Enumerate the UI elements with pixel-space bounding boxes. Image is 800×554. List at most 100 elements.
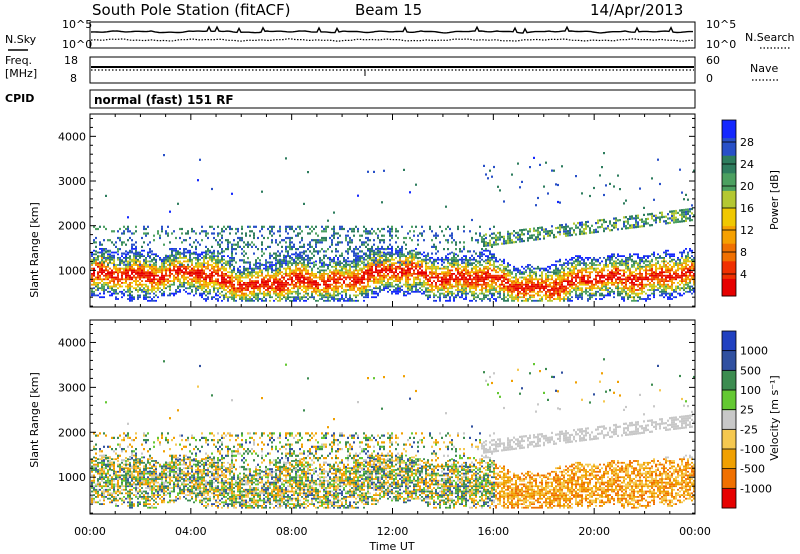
power-echo-cell — [221, 258, 223, 261]
power-echo-cell — [477, 276, 479, 279]
power-echo-cell — [269, 267, 271, 270]
power-echo-cell — [295, 234, 297, 237]
power-echo-cell — [309, 265, 311, 268]
power-echo-cell — [97, 258, 99, 261]
power-echo-cell — [459, 283, 461, 286]
power-echo-cell — [279, 287, 281, 290]
power-echo-cell — [381, 269, 383, 272]
power-echo-cell — [309, 283, 311, 286]
power-echo-cell — [257, 292, 259, 295]
power-echo-cell — [517, 285, 519, 288]
power-echo-cell — [187, 273, 189, 275]
power-echo-cell — [395, 274, 397, 277]
power-echo-cell — [357, 271, 359, 274]
power-echo-cell — [123, 292, 125, 295]
power-echo-cell — [407, 290, 409, 293]
power-echo-cell — [93, 282, 95, 284]
power-echo-cell — [539, 267, 541, 270]
power-echo-cell — [271, 269, 273, 272]
power-echo-cell — [273, 282, 275, 284]
power-echo-cell — [361, 262, 363, 265]
power-echo-cell — [469, 250, 471, 253]
power-echo-cell — [257, 273, 259, 275]
power-echo-cell — [211, 245, 213, 248]
power-echo-cell — [365, 294, 367, 297]
power-echo-cell — [221, 276, 223, 279]
power-echo-cell — [173, 282, 175, 284]
power-echo-cell — [381, 227, 383, 231]
power-echo-cell — [327, 219, 329, 222]
power-echo-cell — [237, 289, 239, 291]
power-echo-cell — [149, 257, 151, 259]
power-echo-cell — [303, 278, 305, 281]
power-echo-cell — [313, 265, 315, 268]
power-echo-cell — [215, 283, 217, 286]
power-echo-cell — [135, 257, 137, 260]
power-echo-cell — [259, 271, 261, 274]
power-echo-cell — [179, 280, 181, 282]
power-echo-cell — [139, 283, 141, 286]
power-echo-cell — [489, 292, 491, 295]
power-echo-cell — [353, 294, 355, 297]
power-echo-cell — [149, 289, 151, 291]
power-echo-cell — [451, 262, 453, 265]
power-echo-cell — [413, 283, 415, 286]
power-echo-cell — [179, 267, 181, 270]
power-echo-cell — [277, 285, 279, 288]
power-echo-cell — [301, 274, 303, 277]
power-echo-cell — [267, 278, 269, 281]
power-echo-cell — [473, 257, 475, 260]
power-echo-cell — [201, 265, 203, 268]
power-echo-cell — [513, 290, 515, 293]
power-echo-cell — [307, 289, 309, 291]
power-echo-cell — [353, 230, 355, 233]
power-echo-cell — [133, 248, 135, 250]
power-echo-cell — [285, 250, 287, 253]
power-echo-cell — [299, 287, 301, 290]
power-echo-cell — [105, 257, 107, 259]
power-echo-cell — [91, 290, 93, 293]
power-echo-cell — [529, 166, 531, 169]
power-echo-cell — [289, 271, 291, 274]
power-echo-cell — [481, 292, 483, 295]
power-echo-cell — [167, 255, 169, 257]
power-echo-cell — [165, 280, 167, 282]
power-echo-cell — [111, 262, 113, 265]
power-echo-cell — [241, 236, 243, 240]
power-echo-cell — [145, 280, 147, 282]
power-echo-cell — [491, 287, 493, 290]
power-echo-cell — [145, 285, 147, 288]
power-echo-cell — [355, 283, 357, 286]
power-echo-cell — [335, 298, 337, 300]
power-echo-cell — [255, 282, 257, 284]
power-echo-cell — [367, 296, 369, 299]
power-echo-cell — [527, 289, 529, 291]
power-echo-cell — [397, 292, 399, 295]
power-echo-cell — [411, 258, 413, 261]
power-echo-cell — [503, 262, 505, 265]
power-echo-cell — [193, 252, 195, 255]
power-echo-cell — [327, 278, 329, 281]
power-echo-cell — [443, 285, 445, 288]
power-echo-cell — [357, 280, 359, 282]
power-echo-cell — [305, 290, 307, 293]
power-echo-cell — [167, 274, 169, 277]
power-echo-cell — [185, 290, 187, 293]
power-echo-cell — [101, 267, 103, 270]
power-echo-cell — [411, 260, 413, 263]
power-echo-cell — [297, 264, 299, 266]
power-echo-cell — [495, 290, 497, 293]
power-echo-cell — [345, 273, 347, 275]
power-echo-cell — [347, 273, 349, 275]
power-echo-cell — [441, 267, 443, 270]
power-echo-cell — [393, 273, 395, 275]
power-echo-cell — [527, 299, 529, 302]
power-echo-cell — [441, 280, 443, 282]
power-echo-cell — [335, 254, 337, 257]
power-echo-cell — [481, 251, 483, 254]
power-echo-cell — [363, 273, 365, 275]
power-echo-cell — [379, 269, 381, 272]
power-echo-cell — [395, 292, 397, 295]
power-echo-cell — [269, 274, 271, 277]
power-echo-cell — [97, 257, 99, 259]
